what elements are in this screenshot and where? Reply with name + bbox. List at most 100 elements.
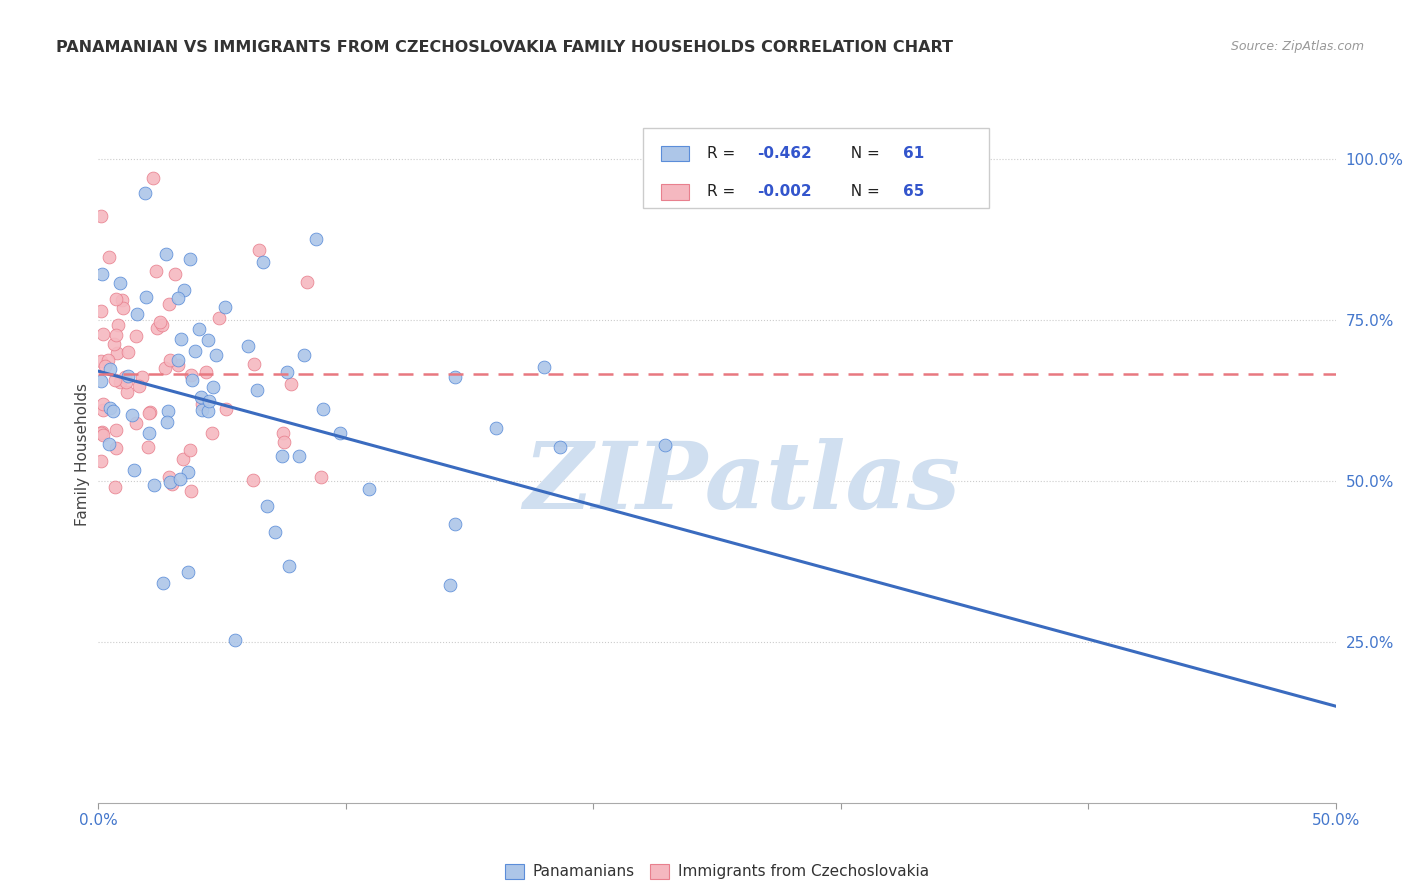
Point bbox=[125, 329, 148, 343]
Point bbox=[170, 332, 193, 346]
Point bbox=[97, 437, 120, 451]
Point bbox=[98, 361, 121, 376]
Point bbox=[131, 370, 153, 384]
Point bbox=[197, 393, 219, 408]
Point bbox=[173, 283, 195, 297]
Point bbox=[242, 357, 264, 371]
Point bbox=[136, 440, 159, 454]
Text: N =: N = bbox=[841, 146, 884, 161]
Point bbox=[444, 516, 467, 531]
Point bbox=[294, 348, 316, 362]
Point bbox=[117, 384, 139, 399]
Point bbox=[246, 383, 269, 397]
Point bbox=[191, 397, 214, 411]
Text: 61: 61 bbox=[903, 146, 924, 161]
Point bbox=[533, 359, 555, 374]
Point bbox=[143, 478, 166, 492]
Point bbox=[139, 405, 162, 419]
Point bbox=[110, 376, 132, 390]
Point bbox=[157, 297, 180, 311]
Point bbox=[115, 375, 138, 389]
Point bbox=[90, 425, 112, 440]
Point bbox=[439, 578, 461, 592]
Point bbox=[152, 576, 174, 591]
Point bbox=[105, 346, 128, 360]
Point bbox=[150, 318, 173, 333]
Point bbox=[305, 231, 328, 245]
Point bbox=[90, 353, 112, 368]
Y-axis label: Family Households: Family Households bbox=[75, 384, 90, 526]
Point bbox=[111, 301, 134, 315]
Point bbox=[104, 423, 127, 437]
Point bbox=[309, 470, 332, 484]
Text: ZIPatlas: ZIPatlas bbox=[523, 438, 960, 528]
Point bbox=[197, 333, 219, 347]
Point bbox=[195, 365, 218, 379]
Point bbox=[177, 465, 200, 479]
Point bbox=[329, 426, 352, 441]
Text: R =: R = bbox=[707, 146, 741, 161]
Text: R =: R = bbox=[707, 185, 741, 200]
FancyBboxPatch shape bbox=[661, 146, 689, 161]
Text: Source: ZipAtlas.com: Source: ZipAtlas.com bbox=[1230, 40, 1364, 54]
Point bbox=[312, 401, 335, 416]
Point bbox=[249, 243, 271, 257]
Point bbox=[91, 427, 114, 442]
Point bbox=[94, 359, 117, 373]
Point bbox=[127, 307, 149, 321]
Point bbox=[138, 406, 160, 420]
Point bbox=[98, 401, 121, 415]
Point bbox=[103, 337, 125, 351]
Point bbox=[197, 404, 219, 418]
Text: PANAMANIAN VS IMMIGRANTS FROM CZECHOSLOVAKIA FAMILY HOUSEHOLDS CORRELATION CHART: PANAMANIAN VS IMMIGRANTS FROM CZECHOSLOV… bbox=[56, 40, 953, 55]
Point bbox=[271, 426, 294, 441]
Point bbox=[159, 475, 181, 490]
Point bbox=[190, 390, 212, 404]
Point bbox=[117, 345, 139, 359]
Point bbox=[105, 327, 128, 342]
Point bbox=[295, 275, 318, 289]
Point bbox=[101, 403, 124, 417]
Point bbox=[156, 415, 179, 429]
Point bbox=[142, 170, 165, 185]
Point bbox=[117, 369, 139, 384]
Point bbox=[166, 291, 188, 305]
Point bbox=[108, 276, 131, 290]
Point bbox=[104, 480, 127, 494]
Point bbox=[165, 267, 187, 281]
Point bbox=[128, 378, 150, 392]
Point bbox=[443, 370, 465, 384]
Point bbox=[181, 373, 204, 387]
Point bbox=[169, 472, 191, 486]
Point bbox=[160, 476, 183, 491]
Point bbox=[208, 311, 231, 326]
Point bbox=[97, 250, 120, 264]
Point bbox=[288, 450, 311, 464]
Point bbox=[134, 186, 156, 200]
Point bbox=[215, 402, 238, 417]
Point bbox=[264, 524, 287, 539]
Point bbox=[104, 373, 127, 387]
Point bbox=[256, 499, 278, 513]
Point bbox=[91, 267, 114, 281]
Point bbox=[278, 558, 301, 573]
Point bbox=[485, 421, 508, 435]
Point bbox=[550, 440, 572, 454]
Point bbox=[252, 255, 274, 269]
Point bbox=[91, 425, 114, 439]
Point bbox=[270, 449, 292, 463]
Point bbox=[156, 404, 179, 418]
Point bbox=[90, 209, 112, 223]
Point bbox=[97, 353, 120, 368]
Point bbox=[214, 301, 236, 315]
Point bbox=[179, 252, 201, 267]
Point bbox=[111, 293, 134, 308]
Point bbox=[91, 327, 114, 342]
Point bbox=[177, 565, 200, 579]
Point bbox=[205, 348, 228, 362]
Point bbox=[104, 442, 127, 456]
FancyBboxPatch shape bbox=[643, 128, 990, 208]
Point bbox=[187, 322, 209, 336]
Point bbox=[654, 438, 676, 452]
Point bbox=[224, 633, 246, 648]
